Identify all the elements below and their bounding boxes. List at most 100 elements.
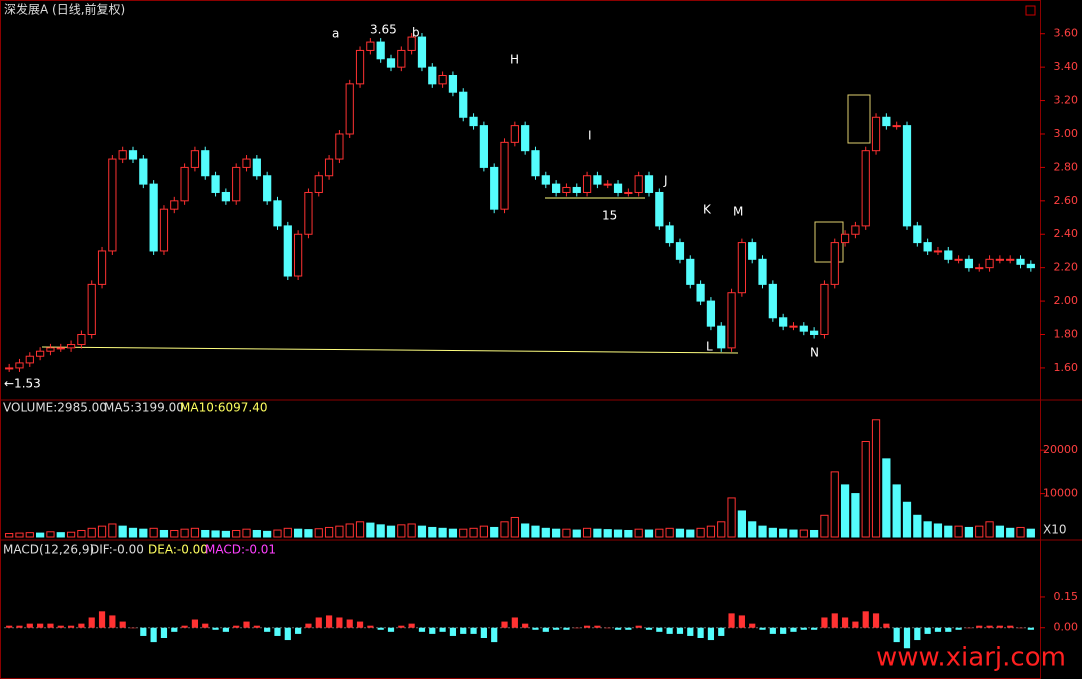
candle (871, 116, 881, 152)
annotation: N (810, 346, 819, 360)
volume-bar (428, 526, 437, 538)
volume-bar (737, 510, 746, 538)
macd-bar (367, 625, 374, 628)
macd-bar (604, 627, 611, 629)
macd-bar (295, 627, 302, 634)
volume-bar (490, 526, 499, 538)
macd-bar (759, 627, 766, 630)
macd-bar (893, 627, 900, 643)
macd-bar (37, 623, 44, 628)
y-tick-label: 2.80 (1054, 160, 1079, 173)
y-tick-label: 0.15 (1054, 590, 1079, 603)
annotation: 3.65 (370, 23, 397, 37)
candle (242, 158, 251, 168)
candle (593, 175, 602, 185)
candle (851, 225, 860, 235)
macd-bar (831, 613, 838, 628)
volume-bar (211, 530, 220, 538)
volume-bar (36, 532, 45, 538)
volume-bar (304, 529, 313, 538)
candle (459, 91, 468, 118)
volume-bar (810, 529, 819, 538)
macd-bar (542, 627, 549, 632)
highlight-box (847, 94, 871, 144)
candle (366, 41, 375, 51)
candle (376, 41, 385, 60)
macd-bar (996, 625, 1003, 628)
y-tick-label: 2.20 (1054, 261, 1079, 274)
volume-bar (77, 529, 86, 538)
macd-bar (109, 615, 116, 628)
macd-bar (480, 627, 487, 638)
y-tick-label: 1.80 (1054, 328, 1079, 341)
macd-bar (233, 625, 240, 628)
macd-bar (583, 625, 591, 628)
candle (768, 283, 777, 319)
macd-bar (212, 627, 219, 630)
legend-item: MA10:6097.40 (180, 401, 268, 415)
volume-bar (892, 484, 901, 538)
macd-bar (625, 627, 632, 630)
macd-bar (573, 627, 580, 629)
macd-bar (57, 625, 64, 628)
volume-bar (376, 524, 385, 538)
volume-bar (768, 527, 777, 538)
y-tick-label: 3.60 (1054, 27, 1079, 40)
volume-bar (232, 529, 241, 538)
volume-bar (562, 528, 571, 538)
window-button[interactable] (1025, 5, 1036, 16)
volume-bar (417, 525, 427, 538)
candle (335, 133, 344, 160)
volume-bar (552, 528, 561, 538)
candle (954, 258, 963, 261)
macd-bar (387, 627, 395, 632)
volume-bar (459, 528, 468, 538)
volume-bar (1006, 527, 1015, 538)
macd-bar (439, 627, 446, 632)
macd-bar (676, 627, 684, 634)
macd-bar (346, 619, 353, 628)
macd-bar (800, 627, 807, 630)
macd-bar (253, 625, 260, 628)
volume-bar (975, 525, 984, 538)
macd-bar (160, 627, 168, 638)
candle (830, 242, 839, 285)
candle (706, 300, 716, 327)
volume-bar (717, 521, 726, 538)
candle (655, 191, 664, 227)
macd-bar (449, 627, 457, 636)
macd-bar (67, 625, 75, 628)
volume-bar (944, 525, 953, 538)
macd-bar (377, 627, 384, 630)
volume-bar (995, 525, 1004, 538)
candle (892, 125, 901, 128)
macd-bar (553, 627, 560, 630)
candle (232, 166, 241, 202)
y-tick-label: 2.00 (1054, 294, 1079, 307)
candle (779, 317, 788, 327)
candle (304, 191, 313, 235)
volume-bar (572, 529, 581, 538)
candle (562, 186, 571, 193)
volume-bar (531, 525, 540, 538)
volume-bar (366, 522, 375, 538)
volume-bar (386, 525, 396, 538)
candle (572, 186, 581, 193)
macd-bar (26, 623, 33, 628)
candle (531, 150, 540, 177)
candle (66, 344, 76, 349)
volume-bar (283, 527, 292, 538)
volume-bar (624, 529, 633, 538)
candle (87, 283, 96, 336)
volume-bar (500, 521, 509, 538)
macd-bar (274, 627, 281, 636)
volume-bar (469, 527, 478, 538)
macd-bar (738, 615, 745, 628)
macd-bar (635, 625, 642, 628)
macd-bar (532, 627, 539, 630)
legend-item: DIF:-0.00 (90, 543, 144, 557)
y-tick-label: 10000 (1043, 487, 1078, 500)
candle (975, 267, 984, 270)
